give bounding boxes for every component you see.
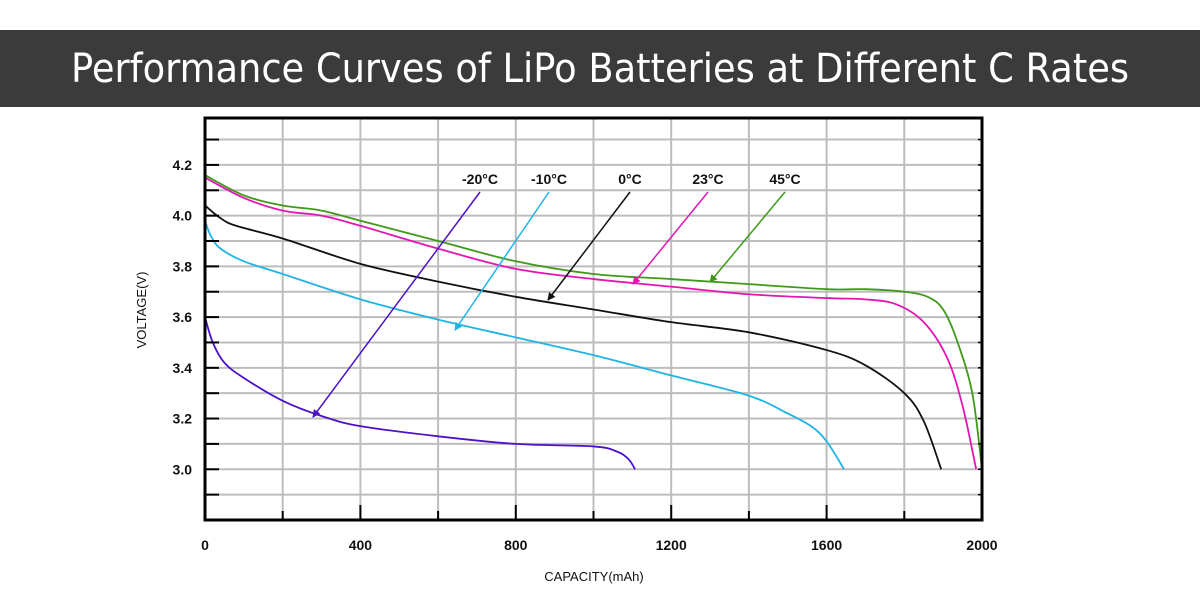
y-tick-label: 3.6 — [173, 309, 193, 325]
annotation-arrow — [312, 191, 481, 418]
curves — [204, 174, 983, 470]
series-line-0C — [204, 204, 943, 470]
y-tick-label: 4.2 — [173, 157, 193, 173]
series-label: 45°C — [769, 171, 800, 187]
series-line-45C — [204, 174, 983, 470]
annotation-arrow — [454, 191, 550, 331]
x-tick-label: 2000 — [966, 537, 997, 553]
y-tick-label: 3.0 — [173, 461, 193, 477]
series-label: 0°C — [618, 171, 642, 187]
annotation-arrow — [709, 191, 786, 283]
series-line--20C — [204, 316, 636, 470]
series-line-23C — [204, 176, 978, 470]
series-label: -10°C — [531, 171, 567, 187]
plot-frame — [203, 116, 984, 522]
series-label: 23°C — [692, 171, 723, 187]
x-tick-label: 1200 — [656, 537, 687, 553]
chart-title: Performance Curves of LiPo Batteries at … — [70, 45, 1130, 92]
grid — [205, 118, 982, 520]
x-tick-label: 400 — [349, 537, 373, 553]
y-tick-label: 4.0 — [173, 208, 193, 224]
y-tick-label: 3.8 — [173, 258, 193, 274]
x-tick-label: 0 — [201, 537, 209, 553]
axes-frame — [203, 116, 984, 522]
tick-labels: 0 400 800 1200 1600 2000 3.0 3.2 3.4 3.6 3.8 4.0 4.2 — [173, 157, 998, 553]
series-label: -20°C — [462, 171, 498, 187]
series-line--10C — [204, 220, 845, 470]
y-tick-label: 3.2 — [173, 411, 193, 427]
x-axis-label: CAPACITY(mAh) — [544, 569, 643, 584]
annotations: -20°C -10°C 0°C 23°C 45°C — [312, 171, 801, 418]
annotation-arrow — [632, 191, 709, 285]
title-banner: Performance Curves of LiPo Batteries at … — [0, 30, 1200, 107]
annotation-arrow — [547, 191, 631, 301]
y-tick-label: 3.4 — [173, 360, 193, 376]
y-axis-label: VOLTAGE(V) — [134, 272, 149, 349]
x-tick-label: 1600 — [811, 537, 842, 553]
x-tick-label: 800 — [504, 537, 528, 553]
